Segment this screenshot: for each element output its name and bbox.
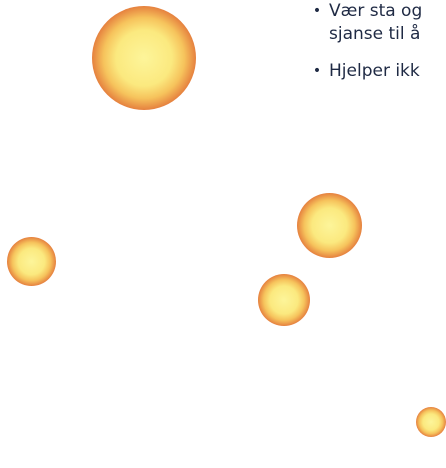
large-glowing-orb — [92, 6, 196, 110]
medium-glowing-orb — [297, 193, 362, 258]
bullet-text-line: Vær sta og — [329, 1, 423, 21]
bullet-item: • Hjelper ikk — [312, 60, 446, 83]
center-glowing-orb — [258, 274, 310, 326]
bullet-marker-icon: • — [312, 63, 322, 79]
left-glowing-orb — [7, 237, 56, 286]
bullet-item: • Vær sta og sjanse til å — [312, 0, 446, 46]
bullet-marker-icon: • — [312, 3, 322, 19]
bullet-list: • Vær sta og sjanse til å • Hjelper ikk — [312, 0, 446, 83]
bullet-text-line: sjanse til å — [329, 24, 421, 44]
bullet-text-line: Hjelper ikk — [329, 61, 420, 81]
small-corner-orb — [416, 407, 446, 437]
